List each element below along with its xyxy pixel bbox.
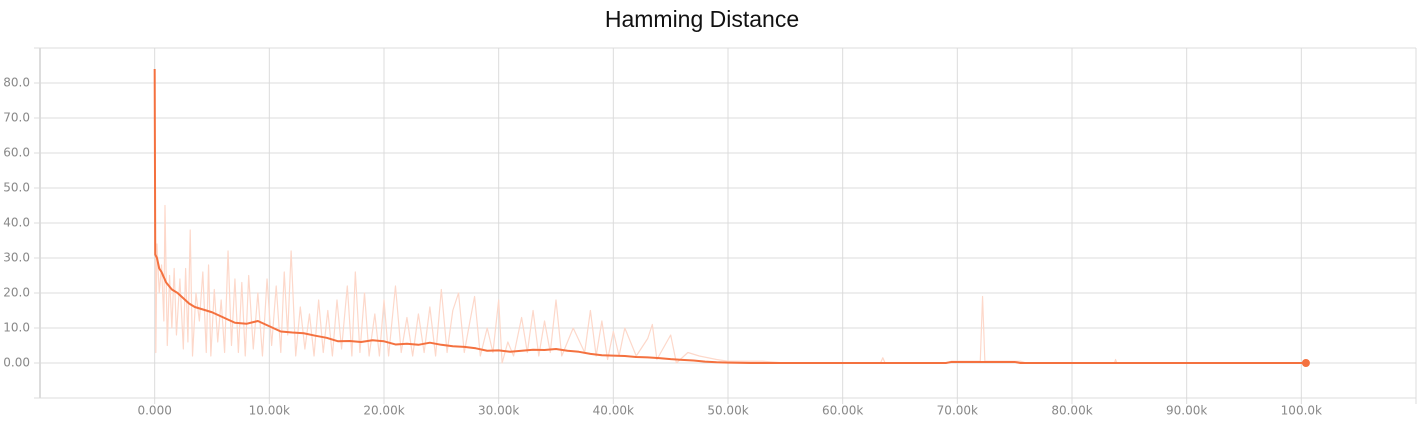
x-tick-label: 80.00k [1051,404,1092,418]
x-tick-label: 40.00k [593,404,634,418]
x-tick-label: 100.0k [1281,404,1322,418]
y-tick-label: 0.00 [3,356,30,370]
y-tick-label: 80.0 [3,76,30,90]
y-tick-label: 20.0 [3,286,30,300]
x-tick-label: 10.00k [249,404,290,418]
x-tick-label: 90.00k [1166,404,1207,418]
y-tick-label: 40.0 [3,216,30,230]
x-tick-label: 30.00k [478,404,519,418]
x-tick-label: 20.00k [363,404,404,418]
y-tick-label: 70.0 [3,111,30,125]
end-point [1301,359,1310,367]
y-tick-label: 60.0 [3,146,30,160]
y-tick-label: 30.0 [3,251,30,265]
y-tick-label: 50.0 [3,181,30,195]
x-tick-label: 50.00k [707,404,748,418]
y-tick-label: 10.0 [3,321,30,335]
x-tick-label: 0.000 [137,404,171,418]
x-tick-label: 70.00k [937,404,978,418]
line [153,68,1306,364]
x-tick-label: 60.00k [822,404,863,418]
line [154,68,1306,364]
chart-title: Hamming Distance [605,6,799,32]
